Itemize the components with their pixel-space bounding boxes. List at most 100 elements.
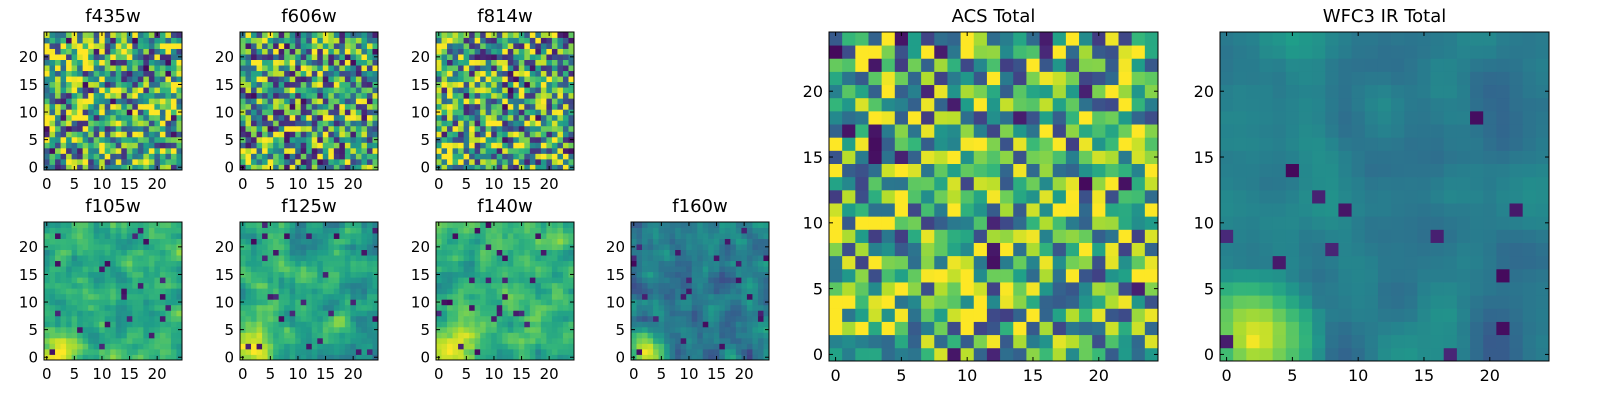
heatmap-cell: [176, 332, 183, 339]
heatmap-cell: [300, 109, 307, 116]
heatmap-cell: [71, 348, 78, 355]
heatmap-cell: [669, 299, 676, 306]
heatmap-cell: [513, 233, 520, 239]
heatmap-cell: [557, 81, 564, 88]
heatmap-cell: [143, 147, 150, 154]
heatmap-cell: [568, 321, 575, 328]
heatmap-cell: [350, 59, 357, 66]
heatmap-cell: [55, 354, 61, 361]
heatmap-cell: [159, 332, 166, 339]
heatmap-cell: [1013, 255, 1027, 270]
heatmap-cell: [289, 37, 296, 44]
heatmap-cell: [680, 244, 687, 250]
heatmap-cell: [170, 76, 177, 83]
heatmap-cell: [636, 354, 643, 361]
heatmap-cell: [361, 332, 368, 339]
heatmap-cell: [240, 343, 246, 350]
heatmap-cell: [691, 343, 698, 350]
heatmap-cell: [372, 147, 379, 154]
heatmap-cell: [463, 76, 470, 83]
heatmap-cell: [491, 288, 498, 295]
heatmap-cell: [104, 136, 111, 143]
heatmap-cell: [436, 48, 442, 55]
heatmap-cell: [366, 70, 373, 77]
heatmap-cell: [518, 332, 525, 339]
heatmap-cell: [1026, 255, 1040, 270]
heatmap-cell: [333, 54, 340, 60]
heatmap-cell: [154, 321, 161, 328]
heatmap-cell: [82, 32, 89, 38]
heatmap-cell: [664, 321, 671, 328]
heatmap-cell: [240, 315, 246, 322]
heatmap-cell: [1092, 176, 1106, 191]
heatmap-cell: [480, 109, 487, 116]
heatmap-cell: [121, 315, 128, 322]
heatmap-cell: [333, 222, 340, 228]
heatmap-cell: [708, 244, 715, 250]
heatmap-cell: [647, 337, 654, 344]
heatmap-cell: [568, 288, 575, 295]
heatmap-cell: [284, 136, 291, 143]
heatmap-cell: [469, 70, 476, 77]
heatmap-cell: [1092, 282, 1106, 296]
heatmap-cell: [251, 354, 257, 361]
heatmap-cell: [311, 98, 318, 105]
x-tick-label: 10: [92, 365, 111, 383]
heatmap-cell: [60, 76, 67, 83]
heatmap-cell: [719, 348, 726, 355]
heatmap-cell: [262, 147, 268, 154]
heatmap-cell: [267, 315, 274, 322]
heatmap-cell: [71, 48, 78, 55]
heatmap-cell: [60, 343, 67, 350]
heatmap-cell: [441, 125, 448, 132]
heatmap-cell: [328, 153, 335, 160]
heatmap-cell: [842, 347, 856, 362]
heatmap-cell: [752, 321, 759, 328]
heatmap-cell: [540, 332, 547, 339]
heatmap-cell: [132, 310, 139, 317]
heatmap-cell: [44, 65, 50, 72]
heatmap-cell: [934, 321, 948, 336]
heatmap-cell: [137, 76, 144, 83]
heatmap-cell: [148, 332, 155, 339]
heatmap-cell: [126, 277, 133, 284]
heatmap-cell: [463, 304, 470, 311]
heatmap-cell: [441, 59, 448, 66]
heatmap-cell: [458, 310, 464, 317]
heatmap-cell: [713, 332, 720, 339]
heatmap-cell: [496, 354, 503, 361]
y-tick-label: 20: [19, 238, 38, 256]
heatmap-cell: [562, 142, 569, 149]
heatmap-cell: [469, 299, 476, 306]
heatmap-cell: [894, 242, 909, 257]
heatmap-cell: [284, 304, 291, 311]
heatmap-cell: [295, 332, 302, 339]
heatmap-cell: [126, 299, 133, 306]
heatmap-cell: [647, 315, 654, 322]
heatmap-cell: [829, 295, 843, 309]
heatmap-cell: [480, 98, 487, 105]
heatmap-cell: [300, 260, 307, 267]
heatmap-cell: [110, 288, 117, 295]
heatmap-cell: [339, 260, 346, 267]
heatmap-cell: [176, 65, 183, 72]
heatmap-cell: [88, 32, 95, 38]
heatmap-cell: [524, 293, 531, 300]
heatmap-cell: [686, 332, 693, 339]
heatmap-cell: [251, 337, 257, 344]
heatmap-cell: [278, 43, 285, 49]
heatmap-cell: [110, 65, 117, 72]
heatmap-cell: [350, 98, 357, 105]
heatmap-cell: [55, 233, 61, 239]
heatmap-cell: [1079, 321, 1093, 336]
heatmap-cell: [529, 310, 536, 317]
heatmap-cell: [154, 125, 161, 132]
heatmap-cell: [300, 255, 307, 262]
heatmap-cell: [535, 337, 542, 344]
heatmap-cell: [300, 65, 307, 72]
heatmap-cell: [44, 227, 50, 234]
heatmap-cell: [60, 142, 67, 149]
heatmap-cell: [289, 92, 296, 99]
heatmap-cell: [126, 76, 133, 83]
heatmap-cell: [132, 48, 139, 55]
